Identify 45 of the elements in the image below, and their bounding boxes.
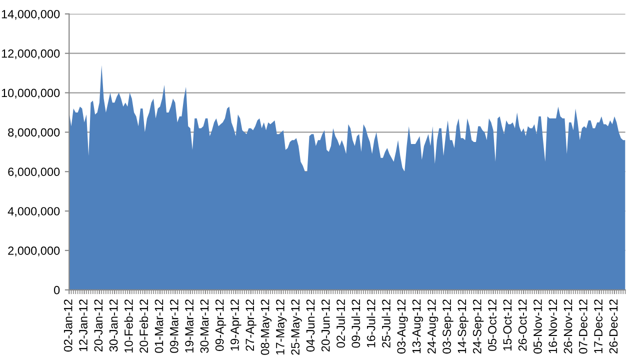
x-tick-label: 13-Aug-12 bbox=[412, 300, 424, 354]
y-tick-label: 0 bbox=[54, 286, 60, 294]
x-tick-label: 10-Feb-12 bbox=[124, 300, 133, 352]
y-tick-label: 14,000,000 bbox=[2, 10, 60, 20]
x-tick-label: 24-Aug-12 bbox=[427, 300, 438, 354]
x-tick-label: 25-Jul-12 bbox=[382, 300, 390, 348]
x-tick-label: 01-Mar-12 bbox=[154, 300, 164, 353]
x-tick-label: 16-Nov-12 bbox=[548, 300, 558, 354]
y-tick-label: 2,000,000 bbox=[8, 246, 60, 256]
x-tick-label: 05-Nov-12 bbox=[534, 300, 542, 354]
x-tick-label: 30-Mar-12 bbox=[200, 300, 209, 353]
x-tick-label: 03-Sep-12 bbox=[442, 300, 454, 354]
x-tick-label: 20-Jun-12 bbox=[321, 300, 330, 352]
x-tick-label: 07-Dec-12 bbox=[578, 300, 588, 354]
x-tick-label: 26-Nov-12 bbox=[564, 300, 572, 354]
x-tick-label: 19-Mar-12 bbox=[185, 300, 194, 352]
x-tick-label: 09-Jul-12 bbox=[351, 300, 360, 348]
y-tick-label: 10,000,000 bbox=[2, 88, 60, 99]
x-tick-label: 26-Oct-12 bbox=[518, 300, 527, 351]
x-tick-label: 26-Dec-12 bbox=[609, 300, 618, 354]
x-tick-label: 16-Jul-12 bbox=[366, 300, 376, 348]
y-tick-label: 6,000,000 bbox=[8, 168, 60, 178]
y-tick-label: 8,000,000 bbox=[8, 128, 60, 138]
x-tick-label: 27-Apr-12 bbox=[246, 300, 256, 351]
y-tick-label: 12,000,000 bbox=[2, 49, 60, 60]
x-tick-label: 20-Jan-12 bbox=[94, 300, 103, 352]
x-tick-label: 12-Jan-12 bbox=[79, 300, 88, 352]
x-tick-label: 05-Oct-12 bbox=[488, 300, 496, 351]
x-tick-label: 02-Jul-12 bbox=[336, 300, 345, 348]
x-tick-label: 04-Jun-12 bbox=[306, 300, 315, 352]
x-tick-label: 09-Apr-12 bbox=[215, 300, 226, 351]
x-tick-label: 24-Sep-12 bbox=[472, 300, 484, 354]
x-tick-label: 09-Mar-12 bbox=[170, 300, 178, 353]
x-tick-label: 03-Aug-12 bbox=[397, 300, 408, 354]
x-tick-label: 14-Sep-12 bbox=[458, 300, 468, 354]
x-tick-label: 20-Feb-12 bbox=[139, 300, 148, 353]
x-tick-label: 19-Apr-12 bbox=[230, 300, 242, 351]
x-tick-label: 02-Jan-12 bbox=[64, 300, 72, 352]
x-tick-label: 15-Oct-12 bbox=[503, 300, 512, 350]
x-tick-label: 17-Dec-12 bbox=[594, 300, 602, 354]
x-tick-label: 30-Jan-12 bbox=[109, 300, 118, 352]
y-tick-label: 4,000,000 bbox=[8, 207, 60, 217]
x-tick-label: 17-May-12 bbox=[276, 300, 287, 354]
x-tick-label: 08-May-12 bbox=[260, 300, 272, 355]
x-tick-label: 25-May-12 bbox=[291, 300, 302, 355]
